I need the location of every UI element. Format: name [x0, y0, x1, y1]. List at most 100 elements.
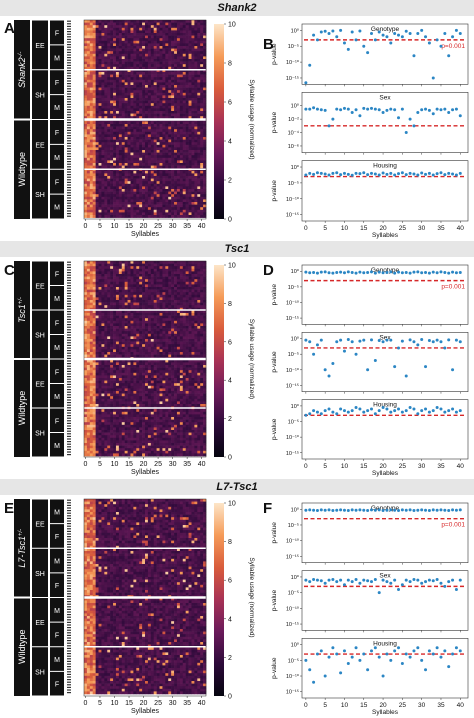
heatmap-cell	[95, 152, 99, 156]
heatmap-cell	[95, 22, 99, 26]
heatmap-cell	[118, 142, 123, 146]
heatmap-cell	[185, 59, 189, 62]
heatmap-cell	[165, 157, 169, 161]
heatmap-cell	[188, 339, 192, 342]
heatmap-cell	[130, 155, 134, 159]
heatmap-cell	[84, 196, 88, 200]
heatmap-cell	[124, 137, 128, 140]
heatmap-cell	[174, 131, 178, 135]
heatmap-cell	[118, 271, 123, 275]
heatmap-cell	[171, 20, 175, 23]
heatmap-cell	[197, 170, 201, 174]
heatmap-cell	[127, 328, 131, 332]
heatmap-cell	[156, 289, 160, 293]
heatmap-cell	[92, 268, 96, 272]
heatmap-cell	[171, 46, 175, 49]
heatmap-cell	[185, 25, 189, 29]
heatmap-cell	[194, 344, 198, 348]
heatmap-cell	[110, 72, 114, 75]
gene-title: Tsc1	[224, 243, 250, 255]
heatmap-cell	[200, 199, 204, 203]
heatmap-cell	[130, 61, 134, 65]
heatmap-cell	[203, 354, 207, 358]
heatmap-cell	[86, 155, 91, 159]
heatmap-cell	[179, 100, 184, 104]
heatmap-cell	[182, 346, 186, 350]
heatmap-cell	[165, 207, 169, 211]
heatmap-cell	[179, 318, 184, 322]
heatmap-cell	[176, 74, 181, 78]
animal-tick	[67, 168, 71, 170]
heatmap-cell	[98, 95, 102, 99]
heatmap-cell	[121, 186, 125, 190]
heatmap-cell	[162, 69, 166, 73]
heatmap-cell	[107, 176, 111, 179]
animal-tick	[67, 200, 71, 202]
heatmap-cell	[84, 261, 88, 264]
heatmap-cell	[188, 155, 192, 159]
housing-label: SH	[35, 93, 45, 100]
heatmap-cell	[133, 331, 137, 335]
heatmap-cell	[142, 186, 146, 190]
heatmap-cell	[176, 69, 181, 73]
heatmap-cell	[150, 82, 155, 86]
heatmap-cell	[127, 43, 131, 47]
heatmap-cell	[115, 178, 120, 182]
heatmap-cell	[101, 147, 105, 151]
heatmap-cell	[197, 121, 201, 125]
sex-strip	[50, 359, 64, 383]
heatmap-cell	[101, 59, 105, 62]
heatmap-cell	[110, 137, 114, 140]
heatmap-cell	[139, 209, 143, 213]
heatmap-cell	[182, 38, 186, 42]
heatmap-cell	[200, 157, 204, 161]
heatmap-cell	[162, 144, 166, 148]
heatmap-cell	[84, 315, 88, 319]
heatmap-cell	[133, 111, 137, 114]
heatmap-cell	[150, 173, 155, 177]
wildtype-strip	[14, 120, 30, 219]
heatmap-cell	[127, 181, 131, 185]
heatmap-cell	[182, 310, 186, 314]
heatmap-cell	[150, 294, 155, 298]
heatmap-cell	[145, 204, 149, 208]
heatmap-cell	[142, 144, 146, 148]
heatmap-cell	[89, 144, 94, 148]
heatmap-cell	[98, 64, 102, 68]
heatmap-cell	[162, 72, 166, 75]
heatmap-cell	[107, 313, 111, 316]
heatmap-cell	[159, 212, 163, 216]
heatmap-cell	[139, 137, 143, 140]
heatmap-cell	[153, 108, 157, 112]
heatmap-cell	[115, 281, 120, 285]
heatmap-cell	[176, 92, 181, 96]
heatmap-cell	[194, 100, 198, 104]
heatmap-cell	[174, 108, 178, 112]
heatmap-cell	[165, 163, 169, 166]
heatmap-cell	[156, 30, 160, 34]
heatmap-cell	[182, 35, 186, 39]
heatmap-cell	[113, 61, 117, 65]
heatmap-cell	[153, 22, 157, 26]
heatmap-cell	[118, 33, 123, 36]
heatmap-cell	[150, 77, 155, 81]
heatmap-cell	[179, 320, 184, 324]
heatmap-cell	[113, 292, 117, 296]
heatmap-cell	[185, 103, 189, 107]
heatmap-cell	[124, 326, 128, 329]
heatmap-cell	[121, 98, 125, 101]
heatmap-cell	[165, 318, 169, 322]
heatmap-cell	[95, 207, 99, 211]
heatmap-cell	[179, 276, 184, 280]
heatmap-cell	[127, 284, 131, 288]
heatmap-cell	[203, 199, 207, 203]
heatmap-cell	[130, 72, 134, 75]
heatmap-cell	[153, 98, 157, 101]
heatmap-cell	[89, 310, 94, 314]
heatmap-cell	[113, 147, 117, 151]
heatmap-cell	[191, 207, 195, 211]
heatmap-cell	[185, 69, 189, 73]
heatmap-cell	[197, 139, 201, 143]
heatmap-cell	[110, 331, 114, 335]
heatmap-cell	[86, 124, 91, 127]
